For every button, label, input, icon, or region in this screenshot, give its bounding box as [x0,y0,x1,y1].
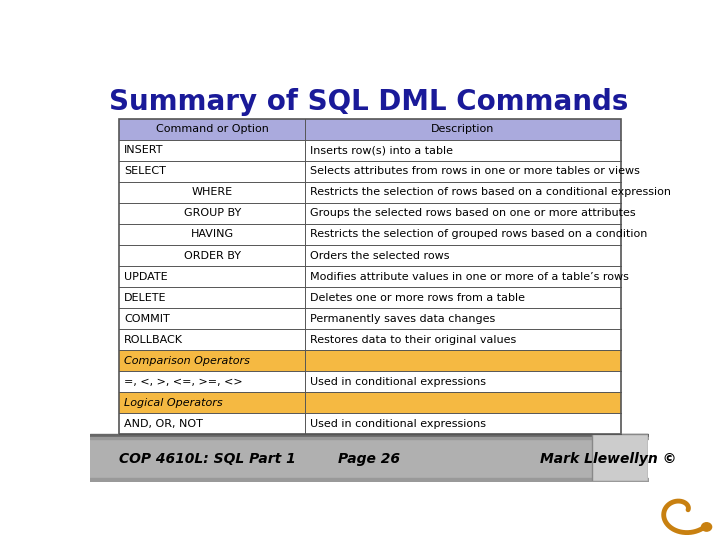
Text: HAVING: HAVING [191,230,234,239]
Bar [120,413,621,434]
Bar [120,308,621,329]
Text: INSERT: INSERT [124,145,163,156]
Text: GROUP BY: GROUP BY [184,208,240,218]
Text: Used in conditional expressions: Used in conditional expressions [310,377,485,387]
Text: Restricts the selection of rows based on a conditional expression: Restricts the selection of rows based on… [310,187,670,197]
Bar [120,287,621,308]
Bar [120,372,621,392]
Bar [120,245,621,266]
Bar [120,266,621,287]
Bar [120,350,621,372]
Text: Deletes one or more rows from a table: Deletes one or more rows from a table [310,293,525,302]
Text: Summary of SQL DML Commands: Summary of SQL DML Commands [109,88,629,116]
Text: Page 26: Page 26 [338,452,400,466]
Bar [120,119,621,434]
Bar [120,182,621,203]
Bar [120,203,621,224]
Text: Inserts row(s) into a table: Inserts row(s) into a table [310,145,453,156]
Text: DELETE: DELETE [124,293,166,302]
Bar [120,119,621,140]
Bar [593,434,648,481]
Text: Groups the selected rows based on one or more attributes: Groups the selected rows based on one or… [310,208,635,218]
Text: Comparison Operators: Comparison Operators [124,356,250,366]
Text: COMMIT: COMMIT [124,314,170,323]
Text: AND, OR, NOT: AND, OR, NOT [124,419,203,429]
Text: Logical Operators: Logical Operators [124,398,222,408]
Bar [120,392,621,413]
Bar [120,224,621,245]
Text: Description: Description [431,124,495,134]
Text: Restores data to their original values: Restores data to their original values [310,335,516,345]
Text: WHERE: WHERE [192,187,233,197]
Text: ROLLBACK: ROLLBACK [124,335,183,345]
Text: Orders the selected rows: Orders the selected rows [310,251,449,260]
Bar [120,329,621,350]
Bar [90,437,648,481]
Text: Permanently saves data changes: Permanently saves data changes [310,314,495,323]
Text: COP 4610L: SQL Part 1: COP 4610L: SQL Part 1 [120,452,296,466]
Text: UPDATE: UPDATE [124,272,168,281]
Bar [120,140,621,161]
Circle shape [701,523,711,531]
Bar [120,161,621,182]
Text: Modifies attribute values in one or more of a table’s rows: Modifies attribute values in one or more… [310,272,629,281]
Text: Restricts the selection of grouped rows based on a condition: Restricts the selection of grouped rows … [310,230,647,239]
Text: ORDER BY: ORDER BY [184,251,240,260]
Bar [120,119,621,434]
Text: SELECT: SELECT [124,166,166,177]
Text: Mark Llewellyn ©: Mark Llewellyn © [539,452,676,466]
Text: Command or Option: Command or Option [156,124,269,134]
Text: Used in conditional expressions: Used in conditional expressions [310,419,485,429]
Text: =, <, >, <=, >=, <>: =, <, >, <=, >=, <> [124,377,243,387]
Text: Selects attributes from rows in one or more tables or views: Selects attributes from rows in one or m… [310,166,639,177]
